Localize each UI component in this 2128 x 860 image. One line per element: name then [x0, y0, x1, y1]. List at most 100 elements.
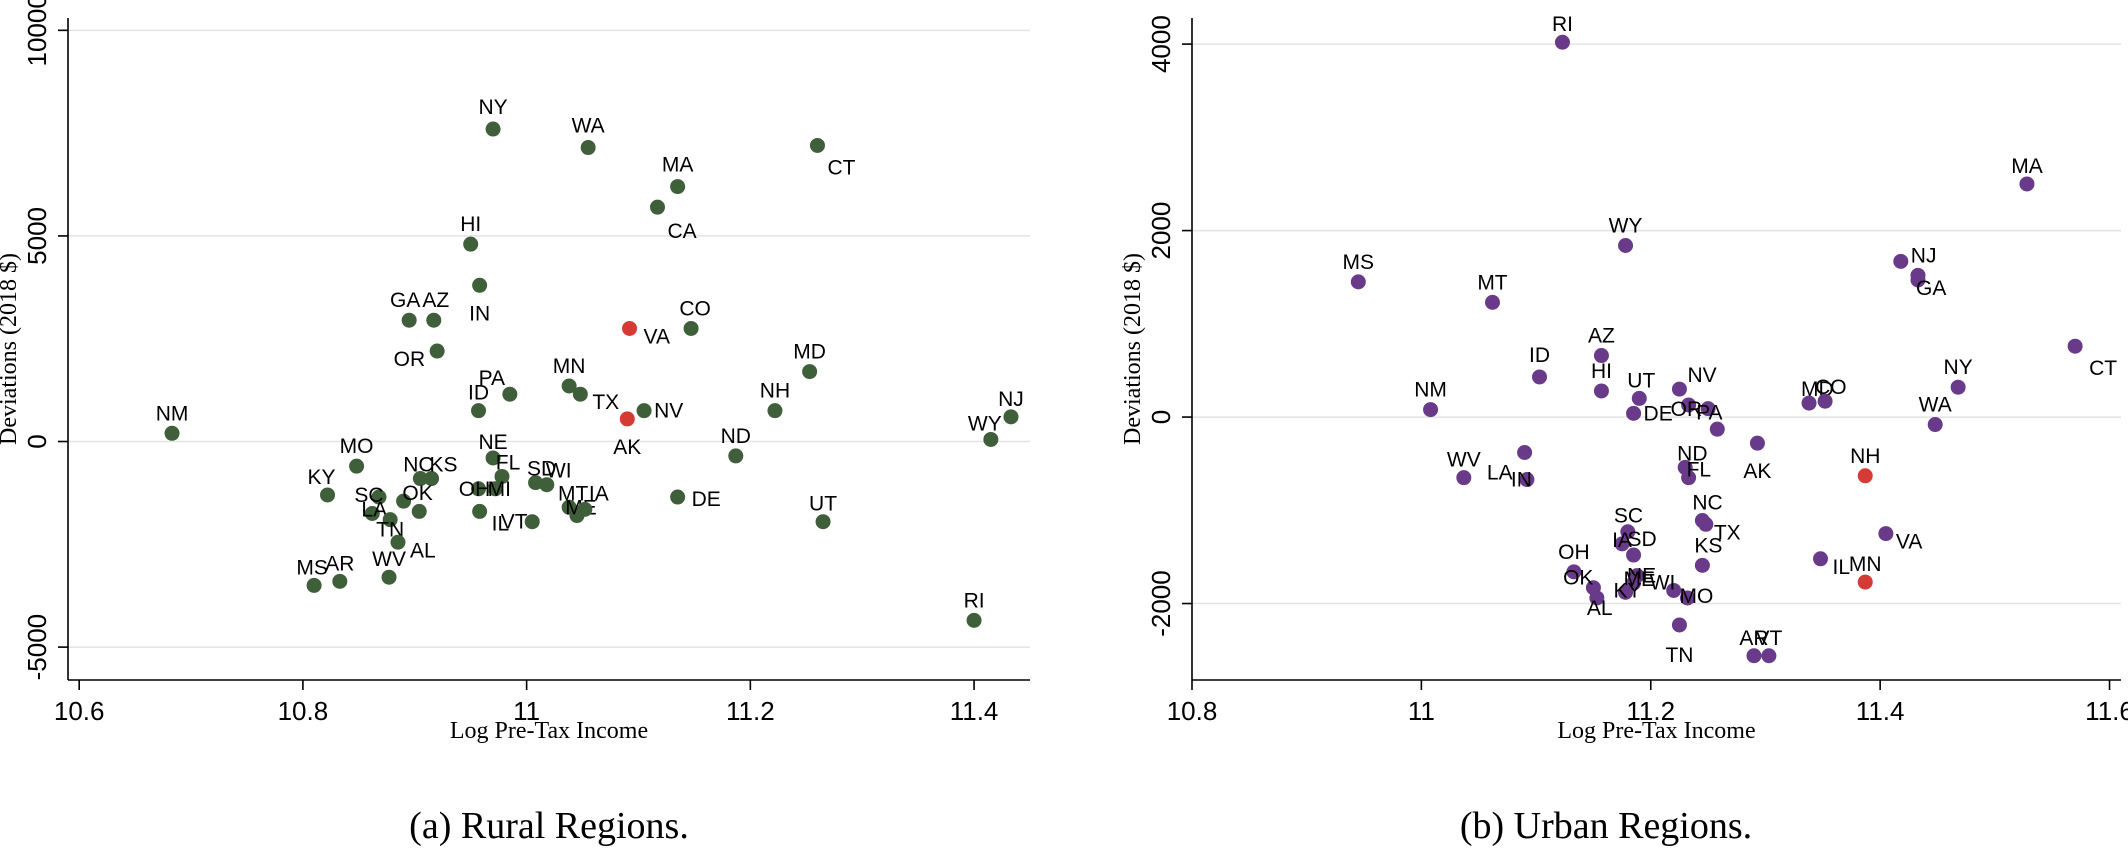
data-point-ut: [815, 514, 831, 530]
point-label-ma: MA: [2011, 155, 2043, 178]
data-point-ne: [485, 450, 501, 466]
data-point-mo: [1679, 590, 1695, 606]
point-label-sc: SC: [1614, 505, 1643, 528]
point-label-ct: CT: [827, 156, 855, 179]
point-label-vt: VT: [1755, 627, 1782, 650]
point-label-oh: OH: [459, 478, 491, 501]
data-point-ma: [670, 179, 686, 195]
data-point-ia: [1614, 536, 1630, 552]
data-point-oh: [1566, 564, 1582, 580]
point-label-oh: OH: [1558, 541, 1590, 564]
data-point-nj: [1893, 253, 1909, 269]
data-point-mn: [561, 378, 577, 394]
data-point-ky: [1618, 584, 1634, 600]
data-point-tn: [1671, 617, 1687, 633]
point-label-or: OR: [1671, 398, 1703, 421]
panel-caption: (a) Rural Regions.: [409, 805, 689, 847]
point-label-ky: KY: [308, 466, 336, 489]
point-label-va: VA: [1896, 531, 1922, 554]
point-label-ia: IA: [1612, 529, 1632, 552]
point-label-pa: PA: [1696, 402, 1722, 425]
point-label-vt: VT: [501, 511, 528, 534]
point-label-wy: WY: [968, 412, 1002, 435]
point-label-nh: NH: [1850, 445, 1880, 468]
data-point-tn: [382, 512, 398, 528]
point-label-ny: NY: [478, 96, 507, 119]
point-label-or: OR: [394, 348, 426, 371]
data-point-il: [1813, 551, 1829, 567]
y-axis-title: Deviations (2018 $): [0, 253, 22, 445]
y-tick-label: 4000: [1146, 15, 1176, 73]
data-point-ak: [619, 411, 635, 427]
x-tick-label: 11.4: [950, 696, 999, 726]
point-label-wa: WA: [572, 115, 605, 138]
data-point-nh: [767, 403, 783, 419]
point-label-wy: WY: [1609, 215, 1643, 238]
rural-regions-panel: -5000 0 5000 10000 10.6 10.8 11 11.2 11.4 Log Pre…: [0, 0, 1030, 847]
data-point-ct: [2067, 338, 2083, 354]
data-point-sc: [371, 489, 387, 505]
data-point-hi: [463, 236, 479, 252]
point-label-mn: MN: [553, 355, 586, 378]
data-point-nd: [728, 448, 744, 464]
point-label-wi: WI: [546, 460, 572, 483]
data-point-mi: [487, 481, 503, 497]
point-label-sd: SD: [1628, 528, 1657, 551]
point-label-co: CO: [679, 297, 711, 320]
data-point-tx: [1698, 516, 1714, 532]
point-label-fl: FL: [1687, 459, 1712, 482]
point-label-ma: MA: [662, 154, 694, 177]
point-label-la: LA: [361, 498, 387, 521]
data-point-wa: [1927, 417, 1943, 433]
point-label-nv: NV: [1687, 364, 1716, 387]
point-label-sc: SC: [354, 484, 383, 507]
point-label-co: CO: [1815, 376, 1847, 399]
data-point-la: [364, 505, 380, 521]
point-label-il: IL: [492, 512, 510, 535]
point-label-nd: ND: [721, 425, 751, 448]
data-point-mo: [349, 458, 365, 474]
point-label-nj: NJ: [1911, 244, 1937, 267]
point-label-il: IL: [1833, 556, 1851, 579]
data-point-sd: [528, 475, 544, 491]
data-point-pa: [1700, 401, 1716, 417]
data-point-wi: [1666, 582, 1682, 598]
data-point-mn: [1857, 574, 1873, 590]
y-tick-label: 0: [1146, 410, 1176, 424]
data-point-sc: [1620, 524, 1636, 540]
data-point-or: [1681, 397, 1697, 413]
point-label-ok: OK: [1563, 567, 1593, 590]
point-label-nh: NH: [760, 380, 790, 403]
point-label-in: IN: [1511, 469, 1532, 492]
urban-regions-panel: -2000 0 2000 4000 10.8 11 11.2 11.4 11.6 Log Pre-…: [1120, 13, 2128, 847]
x-tick-label: 10.8: [1167, 696, 1218, 726]
y-tick-label: 2000: [1146, 202, 1176, 260]
x-tick-label: 11: [513, 696, 540, 726]
data-point-ri: [966, 612, 982, 628]
point-label-nm: NM: [156, 402, 189, 425]
data-point-id: [471, 403, 487, 419]
data-point-ia: [577, 501, 593, 517]
point-label-nd: ND: [1677, 442, 1707, 465]
data-point-in: [1519, 472, 1535, 488]
data-point-la: [1517, 444, 1533, 460]
data-point-ok: [396, 493, 412, 509]
data-point-ca: [650, 199, 666, 215]
data-point-va: [1878, 526, 1894, 542]
point-label-ky: KY: [1614, 579, 1642, 602]
data-point-wi: [539, 477, 555, 493]
point-label-az: AZ: [422, 289, 449, 312]
data-point-nv: [636, 403, 652, 419]
point-label-al: AL: [1587, 597, 1613, 620]
point-label-nc: NC: [403, 454, 433, 477]
point-label-ks: KS: [430, 454, 458, 477]
point-label-az: AZ: [1588, 325, 1615, 348]
x-tick-label: 11.2: [726, 696, 775, 726]
data-point-vt: [524, 514, 540, 530]
data-point-or: [429, 343, 445, 359]
data-point-az: [426, 312, 442, 328]
x-axis-title: Log Pre-Tax Income: [1557, 718, 1755, 744]
data-point-nm: [1423, 402, 1439, 418]
data-point-ms: [306, 577, 322, 593]
